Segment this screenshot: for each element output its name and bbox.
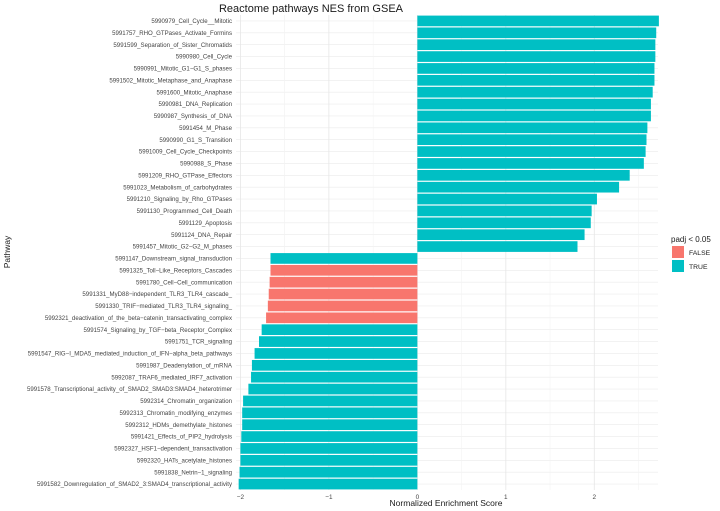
category-label: 5991124_DNA_Repair	[171, 232, 232, 239]
bar	[270, 264, 418, 276]
category-label: 5992327_HSF1−dependent_transactivation	[114, 446, 232, 453]
x-tick-label: −2	[237, 494, 245, 501]
bar	[417, 110, 651, 122]
category-label: 5992314_Chromatin_organization	[140, 398, 232, 405]
bar	[417, 158, 644, 169]
category-label: 5991130_Programmed_Cell_Death	[137, 208, 232, 215]
bar	[417, 229, 585, 241]
category-label: 5991325_Toll−Like_Receptors_Cascades	[119, 267, 232, 274]
category-label: 5991331_MyD88−independent_TLR3_TLR4_casc…	[82, 291, 232, 298]
category-label: 5991457_Mitotic_G2−G2_M_phases	[133, 244, 232, 251]
category-label: 5992312_HDMs_demethylate_histones	[125, 422, 232, 429]
category-label: 5991023_Metabolism_of_carbohydrates	[123, 184, 232, 191]
bar	[261, 324, 418, 336]
category-label: 5990988_S_Phase	[180, 161, 232, 168]
category-label-layer: 5990979_Cell_Cycle__Mitotic 5991757_RHO_G…	[27, 18, 233, 488]
bar	[238, 478, 418, 490]
bar	[417, 98, 651, 110]
category-label: 5992087_TRAF6_mediated_IRF7_activation	[111, 374, 232, 381]
x-tick-label-layer: −2 −1 0 1 2	[237, 494, 597, 501]
category-label: 5990990_G1_S_Transition	[159, 137, 232, 144]
bar	[241, 431, 418, 442]
bar-layer	[238, 15, 659, 490]
category-label: 5990987_Synthesis_of_DNA	[154, 113, 233, 120]
x-tick-label: 2	[593, 494, 597, 501]
bar	[251, 371, 418, 383]
category-label: 5992313_Chromatin_modifying_enzymes	[120, 410, 232, 417]
category-label: 5991129_Apoptosis	[179, 220, 232, 227]
legend-title: padj < 0.05	[671, 235, 711, 244]
bar	[417, 122, 648, 134]
category-label: 5991757_RHO_GTPases_Activate_Formins	[112, 30, 232, 37]
bar	[267, 300, 418, 312]
category-label: 5991780_Cell−Cell_communication	[136, 279, 232, 286]
category-label: 5991600_Mitotic_Anaphase	[156, 89, 232, 96]
bar	[417, 169, 630, 181]
legend-label-true: TRUE	[689, 264, 708, 271]
x-tick-label: 0	[416, 494, 420, 501]
bar	[417, 15, 659, 27]
bar	[417, 193, 597, 205]
category-label: 5991421_Effects_of_PIP2_hydrolysis	[131, 434, 232, 441]
legend-label-false: FALSE	[689, 250, 711, 257]
bar	[270, 253, 418, 264]
bar	[251, 359, 418, 371]
category-label: 5991454_M_Phase	[179, 125, 232, 132]
x-tick-label: 1	[504, 494, 508, 501]
bar	[417, 134, 647, 146]
category-label: 5991547_RIG−I_MDA5_mediated_induction_of…	[28, 351, 232, 358]
category-label: 5990979_Cell_Cycle__Mitotic	[151, 18, 232, 25]
bar	[240, 443, 418, 454]
bar	[417, 181, 620, 193]
bar	[269, 276, 418, 288]
bar	[239, 466, 418, 478]
category-label: 5991574_Signaling_by_TGF−beta_Receptor_C…	[83, 327, 232, 334]
category-label: 5992321_deactivation_of_the_beta−catenin…	[45, 315, 232, 322]
chart-title: Reactome pathways NES from GSEA	[219, 3, 404, 15]
bar	[242, 407, 418, 419]
bar	[266, 312, 418, 324]
bar	[259, 336, 418, 347]
category-label: 5991009_Cell_Cycle_Checkpoints	[139, 149, 232, 156]
bar	[243, 395, 418, 407]
category-label: 5991210_Signaling_by_Rho_GTPases	[127, 196, 232, 203]
bar	[417, 205, 592, 217]
legend: padj < 0.05 FALSE TRUE	[671, 235, 711, 272]
category-label: 5991578_Transcriptional_activity_of_SMAD…	[27, 386, 232, 393]
category-label: 5991209_RHO_GTPase_Effectors	[138, 172, 232, 179]
y-axis-title: Pathway	[2, 235, 12, 268]
category-label: 5990991_Mitotic_G1−G1_S_phases	[134, 66, 232, 73]
bar	[417, 146, 646, 157]
category-label: 5990980_Cell_Cycle	[176, 54, 233, 61]
bar	[417, 241, 578, 252]
bar	[240, 454, 418, 466]
legend-key-true	[672, 260, 684, 272]
bar	[417, 51, 656, 62]
bar	[417, 86, 653, 98]
bar	[417, 217, 591, 229]
category-label: 5990981_DNA_Replication	[158, 101, 232, 108]
bar	[417, 39, 656, 51]
category-label: 5991582_Downregulation_of_SMAD2_3:SMAD4_…	[37, 481, 233, 488]
category-label: 5991987_Deadenylation_of_mRNA	[136, 362, 233, 369]
category-label: 5991599_Separation_of_Sister_Chromatids	[113, 42, 232, 49]
category-label: 5991838_Netrin−1_signaling	[154, 469, 232, 476]
category-label: 5991751_TCR_signaling	[165, 339, 232, 346]
bar	[417, 74, 655, 86]
bar	[417, 27, 657, 39]
category-label: 5992320_HATs_acetylate_histones	[137, 457, 232, 464]
bar	[242, 419, 418, 431]
bar	[254, 348, 418, 359]
x-axis-title: Normalized Enrichment Score	[390, 498, 503, 508]
x-tick-label: −1	[325, 494, 333, 501]
bar	[248, 383, 418, 395]
bar	[268, 288, 418, 300]
bar	[417, 63, 655, 74]
category-label: 5991502_Mitotic_Metaphase_and_Anaphase	[109, 77, 232, 84]
category-label: 5991330_TRIF−mediated_TLR3_TLR4_signalin…	[95, 303, 232, 310]
legend-key-false	[672, 246, 684, 258]
category-label: 5991147_Downstream_signal_transduction	[115, 256, 232, 263]
